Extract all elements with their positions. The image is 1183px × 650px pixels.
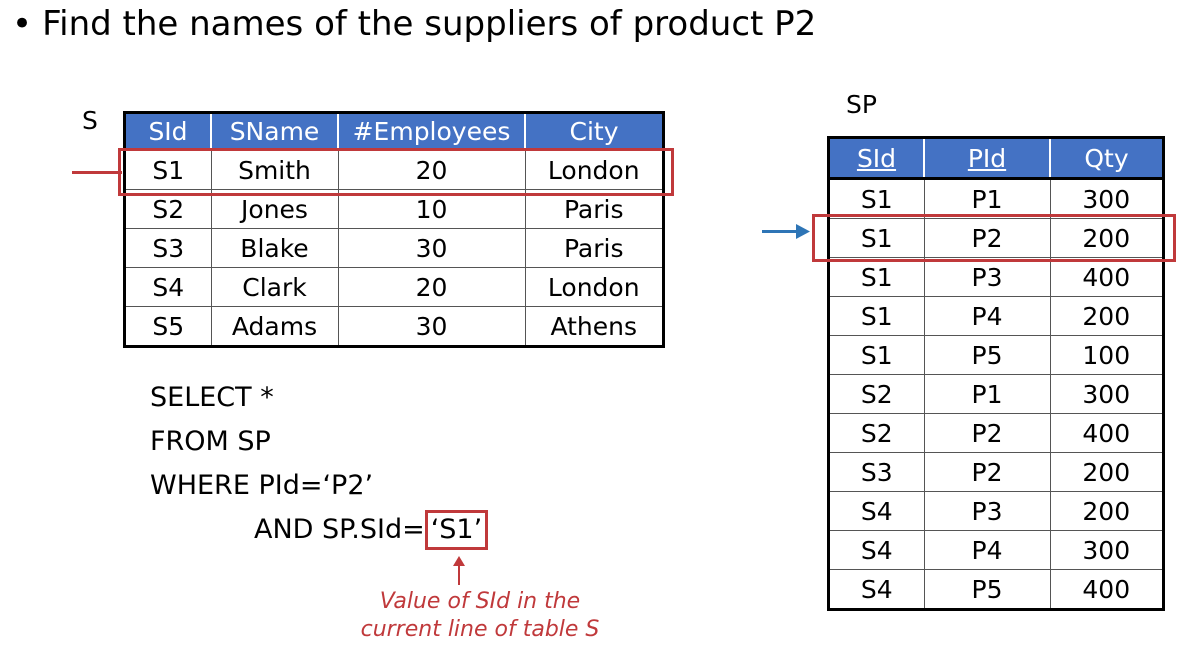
cell: 400 <box>1049 413 1164 453</box>
table-s-header-employees: #Employees <box>337 112 526 151</box>
table-s-header-sname: SName <box>210 112 339 151</box>
sql-line-where: WHERE PId=‘P2’ <box>150 470 374 501</box>
cell: P5 <box>923 335 1051 375</box>
cell: 30 <box>337 306 526 347</box>
cell: P3 <box>923 257 1051 297</box>
table-s-label: S <box>82 106 98 135</box>
table-sp-label: SP <box>846 90 877 119</box>
title-text: Find the names of the suppliers of produ… <box>42 4 817 44</box>
table-sp-header-pid: PId <box>923 137 1051 180</box>
cell: S4 <box>828 491 925 531</box>
cell: S1 <box>124 149 212 190</box>
cell: London <box>524 149 664 190</box>
cell: 400 <box>1049 569 1164 610</box>
cell: S5 <box>124 306 212 347</box>
cell: 20 <box>337 267 526 307</box>
cell: 200 <box>1049 296 1164 336</box>
table-row: S2 P2 400 <box>828 413 1164 453</box>
cell: 20 <box>337 149 526 190</box>
cell: 200 <box>1049 452 1164 492</box>
cell: S1 <box>828 178 925 219</box>
sql-line-and: AND SP.SId= ‘S1’ <box>150 508 489 552</box>
arrow-line <box>762 230 800 233</box>
cell: Smith <box>210 149 339 190</box>
cell: S4 <box>828 530 925 570</box>
table-s-header-city: City <box>524 112 665 151</box>
table-row: S1 P2 200 <box>828 218 1164 258</box>
cell: P3 <box>923 491 1051 531</box>
sql-query: SELECT * FROM SP WHERE PId=‘P2’ AND SP.S… <box>150 376 489 552</box>
cell: S2 <box>828 374 925 414</box>
table-row: S4 P3 200 <box>828 491 1164 531</box>
table-row: S1 P3 400 <box>828 257 1164 297</box>
table-s-header-sid: SId <box>123 112 212 151</box>
cell: P2 <box>923 452 1051 492</box>
cell: S1 <box>828 218 925 258</box>
table-sp-header-sid: SId <box>827 137 925 180</box>
cell: London <box>524 267 664 307</box>
cell: 300 <box>1049 178 1164 219</box>
cell: Paris <box>524 228 664 268</box>
table-sp-header-qty: Qty <box>1049 137 1165 180</box>
table-row: S1 P4 200 <box>828 296 1164 336</box>
annotation-line-1: Value of SId in the <box>379 589 581 614</box>
cell: Athens <box>524 306 664 347</box>
cell: P1 <box>923 178 1051 219</box>
cell: S3 <box>828 452 925 492</box>
table-row: S4 P4 300 <box>828 530 1164 570</box>
table-row: S3 Blake 30 Paris <box>124 228 664 268</box>
cell: P2 <box>923 413 1051 453</box>
sql-line-from: FROM SP <box>150 426 271 457</box>
cell: 30 <box>337 228 526 268</box>
annotation-line-2: current line of table S <box>360 617 600 642</box>
table-row: S1 P5 100 <box>828 335 1164 375</box>
bullet-dot-icon: • <box>12 4 33 44</box>
table-sp: SId PId Qty S1 P1 300 S1 P2 200 S1 P3 400 S1 P4… <box>827 136 1165 611</box>
cell: P4 <box>923 296 1051 336</box>
table-row: S1 P1 300 <box>828 178 1164 219</box>
table-row: S1 Smith 20 London <box>124 149 664 190</box>
slide-title: • Find the names of the suppliers of prod… <box>12 4 816 44</box>
table-row: S3 P2 200 <box>828 452 1164 492</box>
table-s: SId SName #Employees City S1 Smith 20 Lo… <box>123 111 665 348</box>
cell: S3 <box>124 228 212 268</box>
cell: Blake <box>210 228 339 268</box>
current-row-pointer-line <box>72 171 122 174</box>
table-s-header-row: SId SName #Employees City <box>123 112 665 151</box>
sql-current-value-highlight: ‘S1’ <box>424 510 489 550</box>
sql-and-prefix: AND SP.SId= <box>254 514 425 545</box>
cell: S1 <box>828 257 925 297</box>
arrow-up-icon <box>453 556 465 585</box>
cell: S4 <box>124 267 212 307</box>
cell: Clark <box>210 267 339 307</box>
cell: 100 <box>1049 335 1164 375</box>
cell: 300 <box>1049 374 1164 414</box>
annotation-note: Value of SId in the current line of tabl… <box>360 588 600 644</box>
current-row-highlight-s <box>118 148 674 196</box>
cell: P2 <box>923 218 1051 258</box>
table-row: S4 Clark 20 London <box>124 267 664 307</box>
table-row: S5 Adams 30 Athens <box>124 306 664 347</box>
cell: Adams <box>210 306 339 347</box>
cell: 300 <box>1049 530 1164 570</box>
cell: S1 <box>828 296 925 336</box>
cell: P1 <box>923 374 1051 414</box>
sql-line-select: SELECT * <box>150 382 274 413</box>
matching-row-highlight-sp <box>812 214 1176 262</box>
cell: 400 <box>1049 257 1164 297</box>
arrow-right-icon <box>796 224 810 239</box>
cell: S2 <box>828 413 925 453</box>
cell: P5 <box>923 569 1051 610</box>
table-sp-header-row: SId PId Qty <box>827 137 1165 180</box>
cell: S1 <box>828 335 925 375</box>
cell: S4 <box>828 569 925 610</box>
table-row: S2 P1 300 <box>828 374 1164 414</box>
cell: 200 <box>1049 218 1164 258</box>
table-row: S4 P5 400 <box>828 569 1164 610</box>
cell: P4 <box>923 530 1051 570</box>
cell: 200 <box>1049 491 1164 531</box>
